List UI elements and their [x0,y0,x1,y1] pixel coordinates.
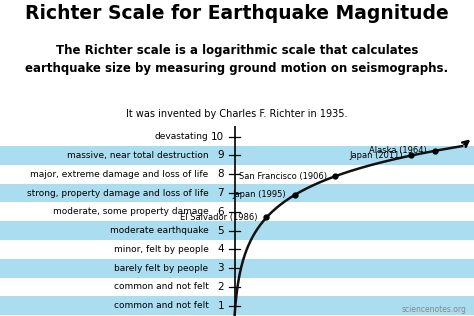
Text: common and not felt: common and not felt [114,283,209,291]
Text: El Salvador (1986): El Salvador (1986) [181,213,258,222]
Text: 4: 4 [218,244,224,254]
Text: Alaska (1964): Alaska (1964) [369,146,427,155]
Text: strong, property damage and loss of life: strong, property damage and loss of life [27,189,209,198]
Bar [0,296,474,315]
Text: 3: 3 [218,263,224,273]
Text: Japan (2011): Japan (2011) [349,151,403,160]
Bar [0,221,474,240]
Bar [0,146,474,165]
Text: 1: 1 [218,301,224,311]
Text: Richter Scale for Earthquake Magnitude: Richter Scale for Earthquake Magnitude [25,4,449,23]
Text: 8: 8 [218,169,224,179]
Text: massive, near total destruction: massive, near total destruction [67,151,209,160]
Text: 2: 2 [218,282,224,292]
Text: minor, felt by people: minor, felt by people [114,245,209,254]
Text: 9: 9 [218,150,224,161]
Bar [0,259,474,277]
Text: common and not felt: common and not felt [114,301,209,310]
Text: 5: 5 [218,226,224,236]
Text: 7: 7 [218,188,224,198]
Text: barely felt by people: barely felt by people [114,264,209,273]
Bar [0,184,474,203]
Text: The Richter scale is a logarithmic scale that calculates
earthquake size by meas: The Richter scale is a logarithmic scale… [26,44,448,75]
Text: It was invented by Charles F. Richter in 1935.: It was invented by Charles F. Richter in… [126,109,348,119]
Text: 6: 6 [218,207,224,217]
Text: Japan (1995): Japan (1995) [233,191,286,199]
Text: sciencenotes.org: sciencenotes.org [402,305,467,314]
Text: moderate earthquake: moderate earthquake [110,226,209,235]
Text: moderate, some property damage: moderate, some property damage [53,207,209,216]
Text: major, extreme damage and loss of life: major, extreme damage and loss of life [30,170,209,179]
Text: devastating: devastating [155,132,209,141]
Text: San Francisco (1906): San Francisco (1906) [239,172,327,181]
Text: 10: 10 [211,132,224,142]
